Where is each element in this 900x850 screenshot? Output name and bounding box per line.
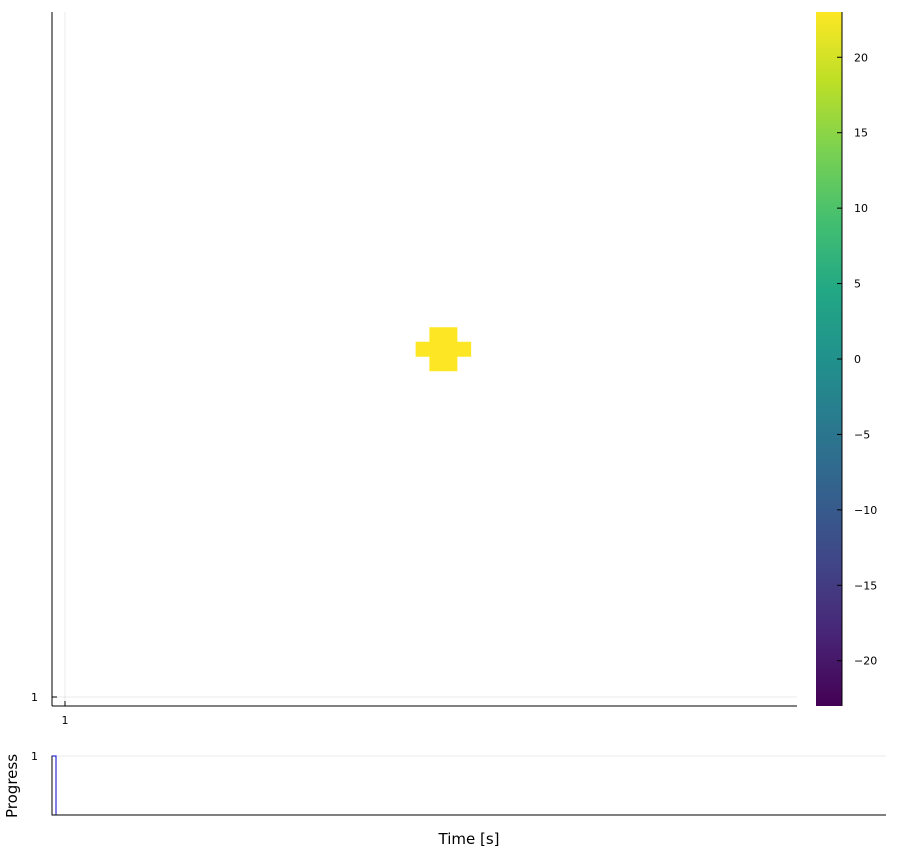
progress-bars — [51, 755, 57, 816]
heatmap-cell — [429, 356, 444, 372]
progress-x-axis-title: Time [s] — [438, 830, 500, 848]
colorbar-tick-label: −20 — [854, 655, 877, 668]
progress-panel: 1 Progress Time [s] — [3, 750, 886, 848]
colorbar-tick-label: 5 — [854, 278, 861, 291]
progress-bar — [51, 755, 57, 816]
colorbar-ticks: −20 −15 −10 −5 0 5 10 15 20 — [837, 51, 877, 668]
heatmap-cells — [415, 327, 472, 372]
heatmap-cell — [443, 327, 458, 343]
colorbar-tick-label: −5 — [854, 428, 870, 441]
heatmap-cell — [429, 341, 444, 357]
heatmap-cell — [443, 341, 458, 357]
colorbar-tick-label: 0 — [854, 353, 861, 366]
heatmap-grid — [52, 12, 797, 706]
heatmap-y-tick-label: 1 — [31, 691, 38, 704]
colorbar: −20 −15 −10 −5 0 5 10 15 20 — [816, 12, 877, 706]
colorbar-tick-label: −15 — [854, 579, 877, 592]
colorbar-tick-label: 20 — [854, 51, 868, 64]
colorbar-tick-label: 10 — [854, 202, 868, 215]
heatmap-cell — [415, 341, 430, 357]
heatmap-cell — [429, 327, 444, 343]
colorbar-tick-label: −10 — [854, 504, 877, 517]
heatmap-x-tick-label: 1 — [62, 714, 69, 727]
heatmap-cell — [443, 356, 458, 372]
progress-y-axis-title: Progress — [3, 754, 21, 818]
progress-y-tick-label: 1 — [31, 750, 38, 763]
heatmap-cell — [456, 341, 472, 357]
colorbar-tick-label: 15 — [854, 127, 868, 140]
heatmap-panel: 1 1 — [31, 12, 797, 727]
